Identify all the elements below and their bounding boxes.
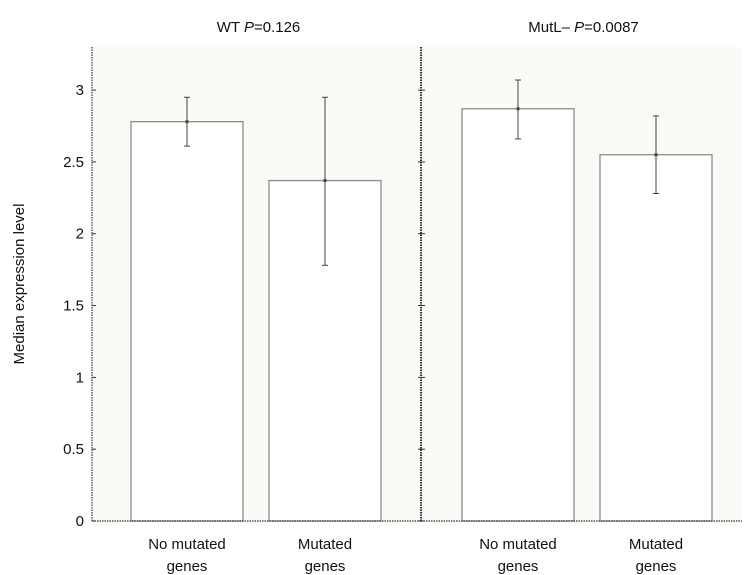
p-value: =0.126: [254, 19, 300, 36]
y-axis-title: Median expression level: [11, 204, 28, 365]
y-tick-label: 2: [76, 226, 84, 243]
panel-title: MutL– P=0.0087: [528, 19, 639, 36]
bar: [599, 154, 713, 522]
p-symbol: P: [244, 19, 254, 36]
mean-marker: [516, 107, 520, 111]
panel-title-prefix: WT: [217, 19, 244, 36]
panel-mutl: No mutated genes Mutated genes MutL– P=0.008…: [418, 19, 742, 575]
x-tick-label: genes: [636, 558, 677, 575]
x-tick-label: genes: [167, 558, 208, 575]
panel-wt: 0 0.5 1 1.5 2 2.5 3 No mutated genes Mutated genes…: [11, 19, 421, 575]
bar: [130, 121, 244, 522]
x-tick-label: genes: [305, 558, 346, 575]
panel-title-prefix: MutL–: [528, 19, 574, 36]
mean-marker: [323, 179, 327, 183]
y-tick-label: 1: [76, 369, 84, 386]
mean-marker: [185, 120, 189, 124]
bar: [461, 108, 575, 522]
y-tick-label: 0.5: [63, 441, 84, 458]
y-tick-label: 3: [76, 82, 84, 99]
x-tick-label: No mutated: [148, 536, 226, 553]
mean-marker: [654, 153, 658, 157]
p-symbol: P: [574, 19, 584, 36]
panel-title: WT P=0.126: [217, 19, 301, 36]
x-tick-label: No mutated: [479, 536, 557, 553]
x-tick-label: genes: [498, 558, 539, 575]
p-value: =0.0087: [584, 19, 639, 36]
y-tick-label: 1.5: [63, 298, 84, 315]
x-tick-label: Mutated: [629, 536, 683, 553]
x-tick-label: Mutated: [298, 536, 352, 553]
y-tick-label: 0: [76, 513, 84, 530]
y-tick-label: 2.5: [63, 154, 84, 171]
